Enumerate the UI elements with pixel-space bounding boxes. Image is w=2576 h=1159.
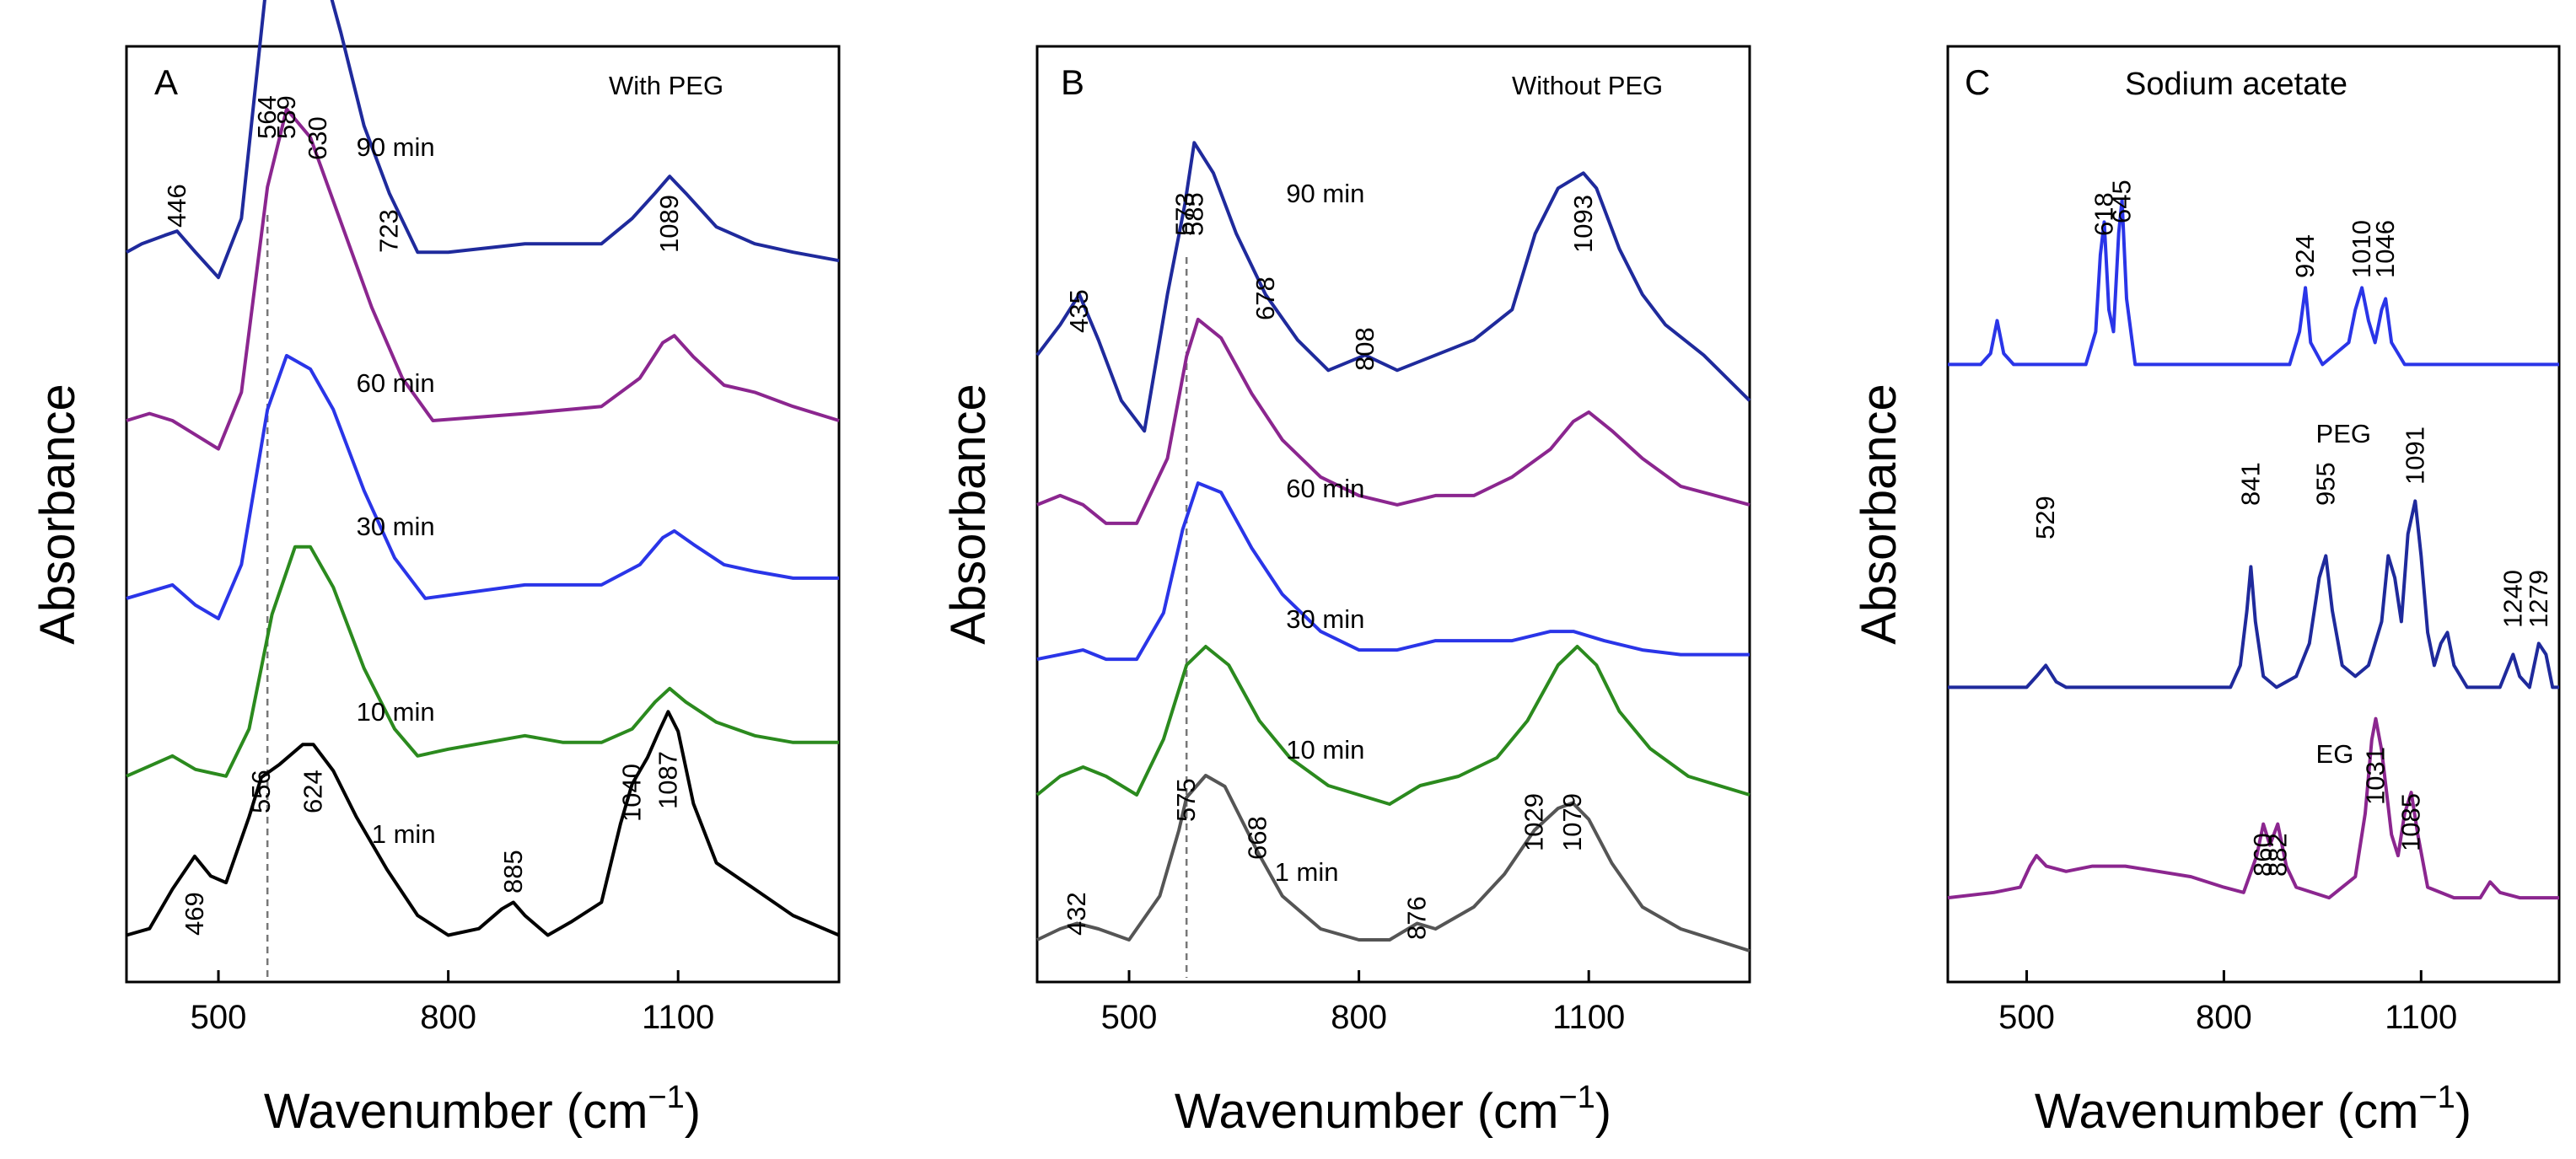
peak-label: 645	[2107, 180, 2137, 223]
peak-label: 882	[2262, 833, 2292, 877]
peak-label: 678	[1250, 276, 1280, 320]
tick-label-c-500: 500	[1998, 999, 2055, 1036]
y-axis-title-b: Absorbance	[941, 384, 996, 645]
series-line-30-min	[126, 353, 839, 620]
series-label: 1 min	[372, 819, 436, 849]
series-label: 30 min	[357, 512, 435, 541]
series-label: 10 min	[357, 697, 435, 727]
peak-label: 668	[1243, 816, 1272, 860]
peak-label: 1040	[617, 764, 647, 822]
peak-label: 1029	[1519, 793, 1549, 851]
series-line-90-min	[1035, 141, 1751, 433]
peak-label: 564	[252, 95, 282, 139]
peak-label: 1091	[2400, 427, 2429, 485]
panel-title-c: Sodium acetate	[2125, 67, 2347, 102]
peak-label: 435	[1064, 289, 1094, 333]
peak-label: 924	[2290, 234, 2320, 278]
peak-label: 618	[2089, 192, 2119, 236]
peak-label: 1093	[1568, 195, 1598, 253]
series-line-1-min	[1036, 774, 1750, 952]
peak-label: 585	[1179, 192, 1208, 236]
peak-label: 1085	[2396, 793, 2426, 851]
peak-label: 860	[2248, 833, 2278, 877]
peak-label: 1240	[2498, 570, 2527, 628]
peak-label: 876	[1402, 896, 1432, 940]
panel-a: A With PEG 500 800 1100 Absorbance Waven…	[30, 0, 841, 1139]
tick-label-a-1100: 1100	[642, 999, 714, 1036]
series-label: 10 min	[1286, 735, 1364, 765]
peak-label: 1046	[2370, 220, 2400, 278]
y-axis-title-a: Absorbance	[30, 384, 85, 645]
series-label: 60 min	[1286, 474, 1364, 503]
series-label: 30 min	[1286, 604, 1364, 634]
peak-label: 841	[2235, 462, 2265, 506]
series-line-60-min	[1036, 317, 1750, 525]
panel-letter-b: B	[1061, 62, 1084, 102]
series-line-10-min	[1035, 645, 1750, 806]
panel-letter-a: A	[154, 62, 178, 102]
y-axis-title-c: Absorbance	[1852, 384, 1906, 645]
panel-c: C Sodium acetate 500 800 1100 Absorbance…	[1852, 45, 2561, 1139]
peak-label: 556	[246, 770, 276, 813]
peak-label: 1089	[654, 195, 684, 253]
tick-label-b-1100: 1100	[1552, 999, 1625, 1036]
series-line-10-min	[126, 545, 839, 778]
series-line-30-min	[1036, 481, 1750, 662]
peak-label: 630	[303, 116, 332, 160]
panel-letter-c: C	[1965, 62, 1990, 102]
peak-label: 1010	[2347, 220, 2376, 278]
tick-label-c-800: 800	[2196, 999, 2252, 1036]
tick-label-b-800: 800	[1331, 999, 1387, 1036]
series-line-sodium-acetate	[1948, 198, 2559, 367]
peak-label: 885	[498, 850, 528, 893]
peak-label: 446	[162, 184, 191, 228]
peak-label: 529	[2030, 496, 2060, 539]
series-line-eg	[1947, 716, 2559, 900]
plot-frame-b	[1035, 45, 1751, 984]
peak-label: 723	[374, 209, 404, 253]
x-axis-title-a: Wavenumber (cm−1)	[264, 1080, 701, 1139]
series-line-1-min	[126, 710, 840, 937]
peak-label: 808	[1350, 327, 1379, 371]
peak-label: 1079	[1557, 793, 1587, 851]
series-label: 90 min	[357, 132, 435, 162]
panel-title-b: Without PEG	[1512, 71, 1663, 100]
peak-label: 1031	[2361, 747, 2390, 805]
x-axis-title-c: Wavenumber (cm−1)	[2035, 1080, 2471, 1139]
plot-frame-a	[125, 45, 841, 984]
series-line-60-min	[126, 107, 840, 451]
peak-label: 1087	[653, 751, 682, 809]
series-label: 1 min	[1275, 857, 1339, 887]
peak-label: 1279	[2524, 570, 2553, 628]
tick-label-a-800: 800	[420, 999, 476, 1036]
x-axis-title-b: Wavenumber (cm−1)	[1175, 1080, 1611, 1139]
tick-label-a-500: 500	[191, 999, 247, 1036]
series-label: 60 min	[357, 368, 435, 398]
series-label: 90 min	[1286, 179, 1364, 208]
peak-label: 432	[1062, 892, 1091, 936]
tick-label-c-1100: 1100	[2385, 999, 2457, 1036]
series-line-90-min	[126, 0, 840, 280]
peak-label: 955	[2310, 462, 2340, 506]
plot-frame-c	[1946, 45, 2561, 984]
panel-title-a: With PEG	[609, 71, 723, 100]
peak-label: 589	[272, 95, 301, 139]
peak-label: 469	[180, 892, 209, 936]
tick-label-b-500: 500	[1101, 999, 1158, 1036]
series-line-peg	[1948, 499, 2559, 689]
series-label: PEG	[2316, 419, 2371, 448]
series-label: EG	[2316, 739, 2354, 769]
peak-label: 573	[1170, 192, 1199, 236]
peak-label: 575	[1171, 778, 1201, 822]
panel-b: B Without PEG 500 800 1100 Absorbance Wa…	[941, 45, 1751, 1139]
peak-label: 624	[298, 770, 328, 813]
